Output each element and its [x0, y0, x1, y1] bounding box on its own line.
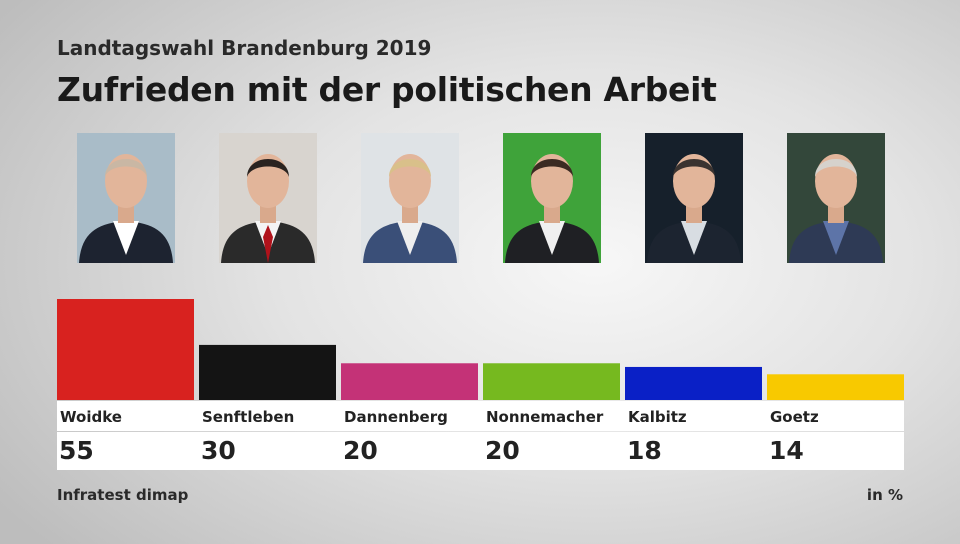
bar-dannenberg — [341, 363, 478, 400]
portrait-senftleben — [219, 133, 317, 263]
candidate-label-row: Woidke Senftleben Dannenberg Nonnemacher Kal… — [57, 401, 904, 431]
value-label-senftleben: 30 — [201, 436, 236, 465]
category-label-senftleben: Senftleben — [202, 408, 295, 426]
bar-nonnemacher — [483, 363, 620, 400]
source-label: Infratest dimap — [57, 486, 189, 504]
category-label-goetz: Goetz — [770, 408, 819, 426]
category-label-dannenberg: Dannenberg — [344, 408, 448, 426]
value-label-nonnemacher: 20 — [485, 436, 520, 465]
category-label-nonnemacher: Nonnemacher — [486, 408, 604, 426]
category-label-kalbitz: Kalbitz — [628, 408, 687, 426]
portrait-woidke — [77, 133, 175, 263]
bar-kalbitz — [625, 366, 762, 400]
portrait-nonnemacher — [503, 133, 601, 263]
chart-title: Zufrieden mit der politischen Arbeit — [57, 70, 717, 109]
bar-woidke — [57, 299, 194, 400]
value-label-goetz: 14 — [769, 436, 804, 465]
value-label-kalbitz: 18 — [627, 436, 662, 465]
portrait-goetz — [787, 133, 885, 263]
value-label-woidke: 55 — [59, 436, 94, 465]
unit-label: in % — [866, 486, 903, 504]
bar-goetz — [767, 374, 904, 400]
bar-senftleben — [199, 344, 336, 400]
category-label-woidke: Woidke — [60, 408, 122, 426]
value-label-dannenberg: 20 — [343, 436, 378, 465]
chart-subtitle: Landtagswahl Brandenburg 2019 — [57, 36, 432, 60]
portrait-dannenberg — [361, 133, 459, 263]
candidate-value-row: 55 30 20 20 18 14 — [57, 432, 904, 470]
portrait-kalbitz — [645, 133, 743, 263]
